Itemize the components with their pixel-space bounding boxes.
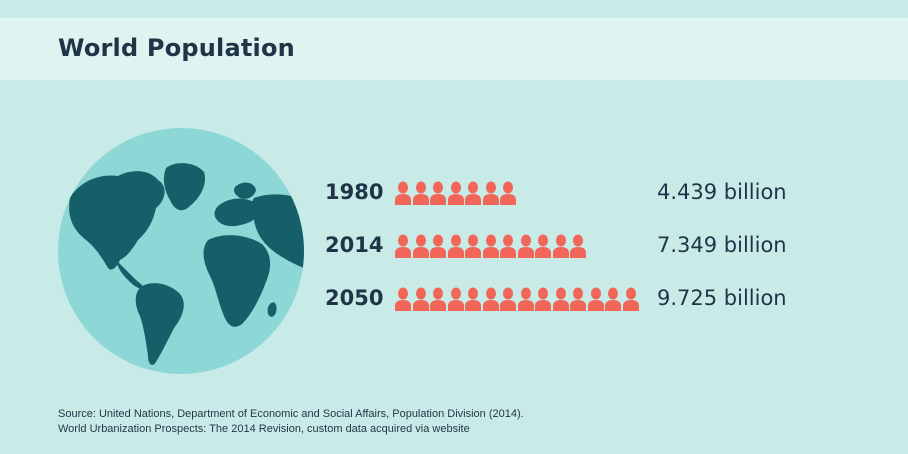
year-label: 2050 [325,286,384,310]
person-icon [535,234,551,258]
person-icon [552,234,569,258]
person-icon [570,234,586,258]
person-icon [482,287,499,311]
person-icon [517,287,534,311]
globe-icon [58,128,304,374]
person-icon [465,234,481,258]
person-icon [552,287,569,311]
person-icon [570,287,586,311]
person-icon [412,234,429,258]
year-label: 1980 [325,180,384,204]
person-icon [447,287,464,311]
population-value: 7.349 billion [657,233,787,257]
person-icon-bar [395,181,516,205]
person-icon [447,234,464,258]
person-icon [412,181,429,205]
person-icon [447,181,464,205]
person-icon [395,181,411,205]
person-icon [500,234,516,258]
person-icon [395,287,411,311]
person-icon [482,234,499,258]
person-icon [517,234,534,258]
person-icon [465,287,481,311]
year-label: 2014 [325,233,384,257]
person-icon [395,234,411,258]
person-icon [535,287,551,311]
population-row: 1980 4.439 billion [0,177,908,207]
person-icon [605,287,621,311]
person-icon [465,181,481,205]
population-value: 9.725 billion [657,286,787,310]
population-row: 2050 9.725 billion [0,283,908,313]
source-note: Source: United Nations, Department of Ec… [58,407,524,437]
page-title: World Population [58,34,295,62]
person-icon-bar [395,287,639,311]
person-icon-bar [395,234,586,258]
person-icon [430,287,446,311]
person-icon [500,287,516,311]
person-icon [587,287,604,311]
person-icon [430,234,446,258]
person-icon [482,181,499,205]
source-line-2: World Urbanization Prospects: The 2014 R… [58,423,470,435]
title-band: World Population [0,18,908,80]
population-value: 4.439 billion [657,180,787,204]
population-row: 2014 7.349 billion [0,230,908,260]
person-icon [622,287,639,311]
person-icon [500,181,516,205]
person-icon [430,181,446,205]
person-icon [412,287,429,311]
source-line-1: Source: United Nations, Department of Ec… [58,408,524,420]
